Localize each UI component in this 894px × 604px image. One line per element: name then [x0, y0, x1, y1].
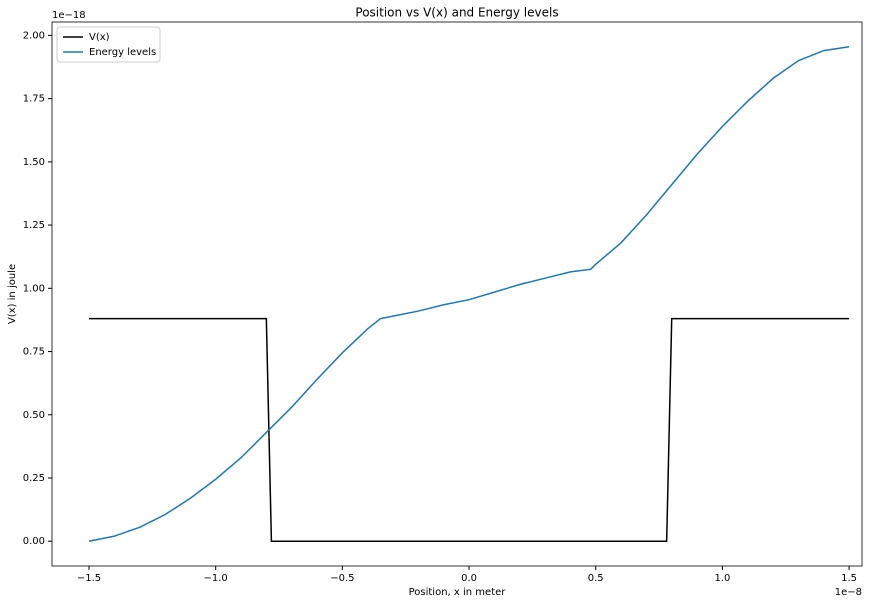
- y-tick-label: 0.00: [23, 536, 45, 547]
- x-tick-label: 1.0: [714, 573, 730, 584]
- y-tick-label: 1.75: [23, 94, 45, 105]
- y-tick-label: 0.25: [23, 473, 45, 484]
- y-tick-label: 2.00: [23, 30, 45, 41]
- y-tick-label: 0.50: [23, 410, 45, 421]
- x-tick-label: 0.5: [588, 573, 604, 584]
- y-axis-label: V(x) in joule: [7, 264, 18, 324]
- x-offset-label: 1e−8: [835, 587, 862, 598]
- x-tick-label: −1.5: [77, 573, 101, 584]
- x-tick-label: 1.5: [841, 573, 857, 584]
- legend-label: Energy levels: [89, 47, 156, 58]
- legend-box: [56, 26, 161, 63]
- y-tick-label: 0.75: [23, 347, 45, 358]
- x-axis-label: Position, x in meter: [409, 587, 507, 598]
- y-tick-label: 1.00: [23, 283, 45, 294]
- y-tick-label: 1.25: [23, 220, 45, 231]
- x-tick-label: −0.5: [330, 573, 354, 584]
- x-tick-label: −1.0: [204, 573, 228, 584]
- series-line: [88, 46, 850, 542]
- legend-label: V(x): [89, 32, 110, 43]
- plot-frame: [51, 21, 863, 567]
- y-offset-label: 1e−18: [52, 10, 86, 21]
- chart-title: Position vs V(x) and Energy levels: [355, 6, 558, 20]
- y-tick-label: 1.50: [23, 157, 45, 168]
- series-line: [88, 317, 850, 542]
- x-tick-label: 0.0: [461, 573, 477, 584]
